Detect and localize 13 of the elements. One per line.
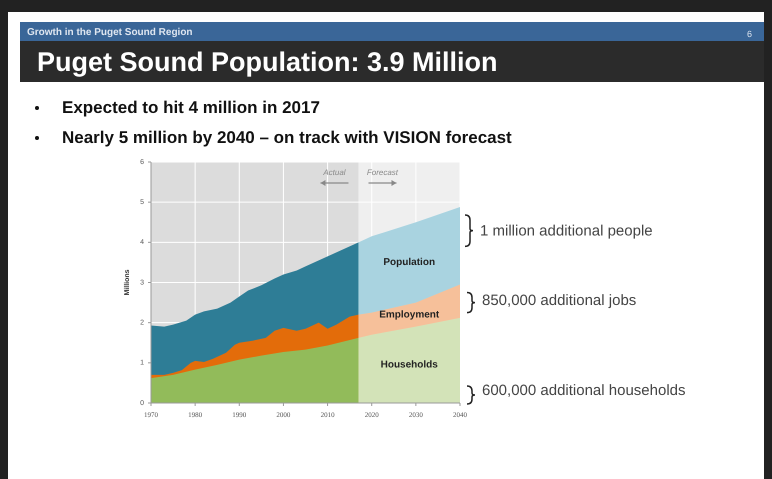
text: 6 [746, 29, 752, 39]
chart-title: Puget Sound Population: 3.9 Million [37, 47, 498, 77]
text: 1 million additional people [480, 222, 653, 240]
text: 600,000 additional households [482, 382, 686, 399]
chart-subtitle: Growth in the Puget Sound Region [27, 27, 193, 38]
series-label: Population [383, 257, 436, 268]
text: 850,000 additional jobs [482, 292, 636, 309]
band-label: Forecast [366, 168, 399, 177]
series-label: Households [380, 359, 438, 370]
text: Nearly 5 million by 2040 – on track with VISION forecast [62, 128, 512, 147]
text: Expected to hit 4 million in 2017 [62, 98, 320, 117]
band-label: Actual [322, 168, 346, 177]
series-label: Employment [379, 309, 440, 320]
